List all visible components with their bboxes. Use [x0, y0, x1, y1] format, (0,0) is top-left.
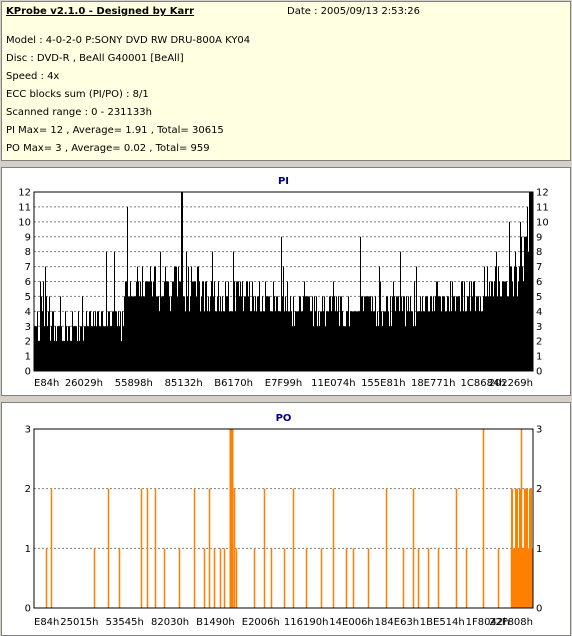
po-plot-frame — [33, 428, 534, 609]
y-tick-label-right: 10 — [536, 217, 549, 228]
y-tick-label-left: 0 — [25, 604, 31, 615]
x-tick-label: 14E006h — [329, 617, 373, 628]
po-bars — [45, 429, 533, 608]
y-tick-label-right: 0 — [536, 604, 542, 615]
pi-bars — [34, 192, 533, 371]
y-tick-label-right: 0 — [536, 367, 542, 378]
x-tick-label: E2006h — [242, 617, 280, 628]
y-tick-label-left: 0 — [25, 367, 31, 378]
y-tick-label-right: 4 — [536, 307, 542, 318]
po-chart: PO 0 0 1 1 2 2 3 3 E84h 25015h 53545h 82030h B1490h E2… — [25, 413, 543, 628]
y-tick-label-right: 6 — [536, 277, 542, 288]
y-tick-label-left: 1 — [25, 352, 31, 363]
x-tick-label: 25015h — [60, 617, 98, 628]
x-tick-label: 26029h — [65, 378, 103, 389]
x-tick-label: E84h — [34, 378, 59, 389]
disc-line: Disc : DVD-R , BeAll G40001 [BeAll] — [6, 53, 184, 64]
x-tick-label: E84h — [34, 617, 59, 628]
y-tick-label-left: 12 — [18, 188, 31, 199]
y-tick-label-left: 1 — [25, 544, 31, 555]
speed-line: Speed : 4x — [6, 71, 60, 82]
x-tick-label: B6170h — [214, 378, 253, 389]
x-tick-label: 184E63h — [375, 617, 419, 628]
pi-chart-panel: PI 0 0 1 1 2 2 3 3 4 4 5 5 6 6 7 7 8 8 9 9 10 10 11 11 12 12 E84h 26… — [1, 167, 571, 396]
y-tick-label-right: 9 — [536, 232, 542, 243]
y-tick-label-left: 11 — [18, 202, 31, 213]
x-tick-label: 53545h — [106, 617, 144, 628]
pi-stats-line: PI Max= 12 , Average= 1.91 , Total= 3061… — [6, 125, 224, 136]
y-tick-label-left: 4 — [25, 307, 31, 318]
x-tick-label: 1C8684h — [461, 378, 506, 389]
x-tick-label: 82030h — [151, 617, 189, 628]
pi-plot-frame — [33, 191, 534, 372]
x-tick-label: 155E81h — [361, 378, 405, 389]
ecc-line: ECC blocks sum (PI/PO) : 8/1 — [6, 89, 149, 100]
y-tick-label-right: 1 — [536, 352, 542, 363]
range-line: Scanned range : 0 - 231133h — [6, 107, 152, 118]
app-title: KProbe v2.1.0 - Designed by Karr — [6, 6, 195, 17]
x-tick-label: 55898h — [115, 378, 153, 389]
y-tick-label-left: 10 — [18, 217, 31, 228]
y-tick-label-right: 2 — [536, 337, 542, 348]
y-tick-label-left: 7 — [25, 262, 31, 273]
x-tick-label: 11E074h — [311, 378, 355, 389]
x-tick-label: 1F8042h — [466, 617, 510, 628]
y-tick-label-right: 8 — [536, 247, 542, 258]
po-stats-line: PO Max= 3 , Average= 0.02 , Total= 959 — [6, 143, 210, 154]
y-tick-label-left: 2 — [25, 337, 31, 348]
y-tick-label-left: 9 — [25, 232, 31, 243]
x-tick-label: 22F808h — [489, 617, 533, 628]
y-tick-label-left: 3 — [25, 322, 31, 333]
x-tick-label: 202269h — [488, 378, 533, 389]
chart-title-po: PO — [276, 413, 292, 424]
y-tick-label-right: 3 — [536, 322, 542, 333]
x-tick-label: 1BE514h — [420, 617, 465, 628]
chart-title-pi: PI — [278, 176, 289, 187]
y-tick-label-right: 12 — [536, 188, 549, 199]
y-tick-label-right: 5 — [536, 292, 542, 303]
scan-date: Date : 2005/09/13 2:53:26 — [287, 6, 420, 17]
y-tick-label-left: 3 — [25, 425, 31, 436]
po-chart-panel: PO 0 0 1 1 2 2 3 3 E84h 25015h 53545h 82030h B1490h E2… — [1, 402, 571, 636]
y-tick-label-right: 7 — [536, 262, 542, 273]
y-tick-label-right: 2 — [536, 484, 542, 495]
y-tick-label-right: 3 — [536, 425, 542, 436]
y-tick-label-left: 6 — [25, 277, 31, 288]
x-tick-label: 18E771h — [411, 378, 455, 389]
y-tick-label-left: 5 — [25, 292, 31, 303]
x-tick-label: 116190h — [284, 617, 329, 628]
x-tick-label: 85132h — [165, 378, 203, 389]
x-tick-label: E7F99h — [265, 378, 303, 389]
y-tick-label-left: 8 — [25, 247, 31, 258]
x-tick-label: B1490h — [196, 617, 235, 628]
y-tick-label-left: 2 — [25, 484, 31, 495]
info-panel: KProbe v2.1.0 - Designed by Karr Date : … — [1, 1, 571, 161]
y-tick-label-right: 1 — [536, 544, 542, 555]
y-tick-label-right: 11 — [536, 202, 549, 213]
model-line: Model : 4-0-2-0 P:SONY DVD RW DRU-800A K… — [6, 35, 251, 46]
